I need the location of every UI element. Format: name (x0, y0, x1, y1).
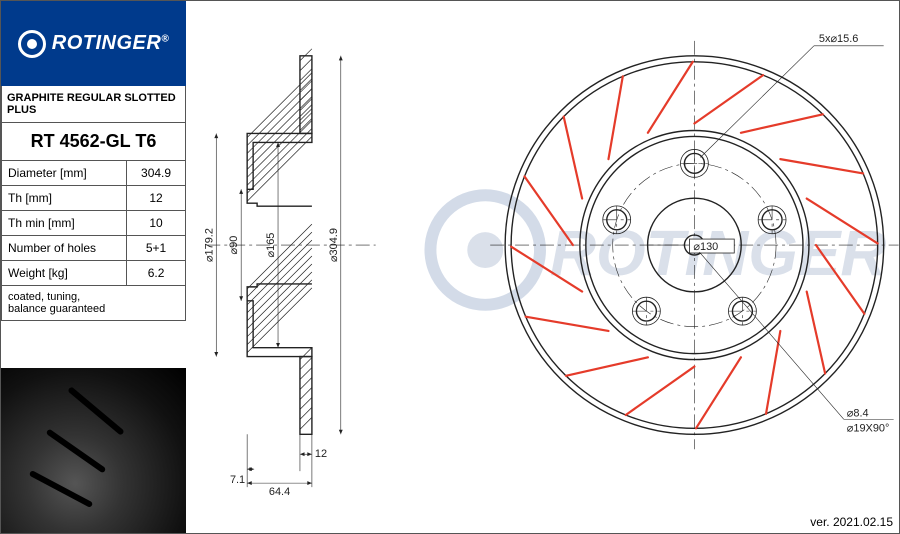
spec-value: 10 (127, 211, 186, 236)
spec-value: 304.9 (127, 161, 186, 186)
spec-label: Th [mm] (2, 186, 127, 211)
spec-panel: GRAPHITE REGULAR SLOTTED PLUS RT 4562-GL… (1, 86, 186, 321)
spec-value: 12 (127, 186, 186, 211)
technical-drawing: ROTINGER ⌀179.2 ⌀90 ⌀165 ⌀304.9 12 7.1 64.4 5x… (186, 1, 899, 513)
spec-label: Diameter [mm] (2, 161, 127, 186)
brand-name-text: ROTINGER (52, 32, 162, 54)
spec-table: Diameter [mm]304.9 Th [mm]12 Th min [mm]… (1, 161, 186, 286)
svg-text:⌀8.4: ⌀8.4 (847, 407, 869, 419)
table-row: Diameter [mm]304.9 (2, 161, 186, 186)
watermark: ROTINGER (430, 195, 886, 305)
brand-logo: ROTINGER® (1, 1, 186, 86)
svg-text:⌀179.2: ⌀179.2 (203, 228, 215, 262)
svg-text:64.4: 64.4 (269, 486, 290, 498)
svg-text:⌀304.9: ⌀304.9 (328, 228, 340, 262)
svg-text:⌀90: ⌀90 (228, 236, 240, 255)
spec-value: 5+1 (127, 236, 186, 261)
spec-label: Th min [mm] (2, 211, 127, 236)
svg-text:12: 12 (315, 448, 327, 460)
brand-reg: ® (161, 33, 169, 44)
svg-text:7.1: 7.1 (230, 474, 245, 486)
table-row: Th min [mm]10 (2, 211, 186, 236)
brand-name: ROTINGER® (52, 32, 169, 55)
svg-text:⌀130: ⌀130 (693, 241, 718, 253)
product-subtitle: GRAPHITE REGULAR SLOTTED PLUS (1, 86, 186, 123)
svg-text:⌀165: ⌀165 (265, 233, 277, 258)
table-row: Weight [kg]6.2 (2, 261, 186, 286)
svg-text:⌀19X90°: ⌀19X90° (847, 422, 890, 434)
table-row: Th [mm]12 (2, 186, 186, 211)
spec-label: Number of holes (2, 236, 127, 261)
drawing-svg: ROTINGER ⌀179.2 ⌀90 ⌀165 ⌀304.9 12 7.1 64.4 5x… (186, 1, 899, 513)
version-label: ver. 2021.02.15 (810, 515, 893, 529)
spec-label: Weight [kg] (2, 261, 127, 286)
logo-ring-icon (18, 30, 46, 58)
spec-footnote: coated, tuning, balance guaranteed (1, 286, 186, 321)
table-row: Number of holes5+1 (2, 236, 186, 261)
section-view: ⌀179.2 ⌀90 ⌀165 ⌀304.9 12 7.1 64.4 (203, 49, 375, 498)
product-photo (1, 368, 186, 533)
svg-text:5x⌀15.6: 5x⌀15.6 (819, 33, 858, 45)
part-number: RT 4562-GL T6 (1, 123, 186, 161)
page: ROTINGER® GRAPHITE REGULAR SLOTTED PLUS … (0, 0, 900, 534)
spec-value: 6.2 (127, 261, 186, 286)
